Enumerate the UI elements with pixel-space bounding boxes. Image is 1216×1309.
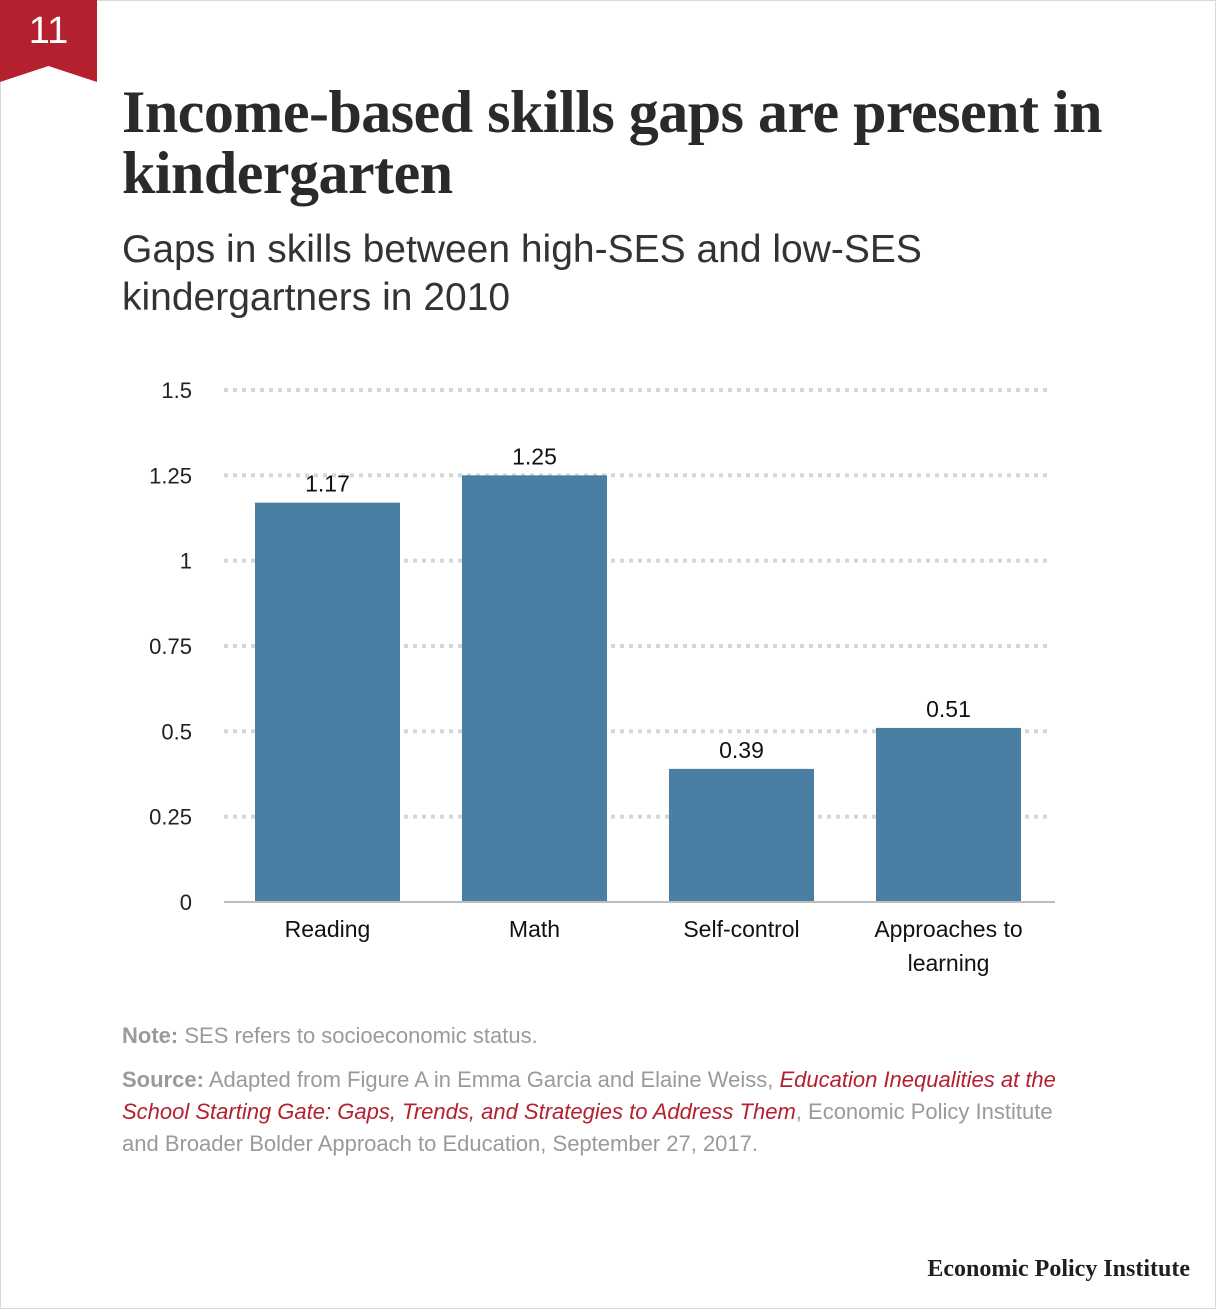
chart-subtitle: Gaps in skills between high-SES and low-… [122, 228, 922, 319]
y-tick-label: 0 [180, 890, 192, 915]
bar [255, 502, 400, 902]
figure-number-badge: 11 [0, 0, 97, 82]
y-tick-label: 1 [180, 549, 192, 574]
y-tick-label: 0.25 [149, 805, 192, 830]
source-text: Adapted from Figure A in Emma Garcia and… [208, 1067, 774, 1092]
data-label: 0.39 [719, 737, 764, 763]
chart-note: Note: SES refers to socioeconomic status… [122, 1020, 1082, 1052]
y-tick-label: 0.5 [161, 719, 192, 744]
source-publication-link[interactable]: Education Inequalities at the School Sta… [122, 1067, 1056, 1124]
figure-number: 11 [28, 10, 69, 52]
data-label: 0.51 [926, 696, 971, 722]
note-lead: Note: [122, 1023, 179, 1048]
x-category-label: Reading [285, 916, 371, 942]
y-tick-label: 1.5 [161, 378, 192, 403]
chart-source: Source: Adapted from Figure A in Emma Ga… [122, 1064, 1082, 1160]
x-category-label: Self-control [683, 916, 799, 942]
source-lead: Source: [122, 1067, 204, 1092]
x-category-label: Math [509, 916, 560, 942]
bar [669, 768, 814, 902]
bar [462, 475, 607, 902]
note-text: SES refers to socioeconomic status. [184, 1023, 538, 1048]
data-label: 1.17 [305, 471, 350, 497]
bar-chart: 0 0.25 0.5 0.75 1 1.25 1.5 1.17 Reading 1.25 Math 0… [149, 378, 1055, 976]
y-tick-label: 0.75 [149, 634, 192, 659]
chart-title: Income-based skills gaps are present in … [122, 79, 1103, 206]
bar [876, 727, 1021, 902]
x-category-label: Approaches to learning [874, 916, 1022, 976]
badge-shape [0, 0, 97, 82]
y-tick-label: 1.25 [149, 463, 192, 488]
data-label: 1.25 [512, 443, 557, 469]
source-text-end: , Economic Policy Institute and Broader … [122, 1099, 1053, 1156]
publisher-logo: Economic Policy Institute [927, 1256, 1190, 1282]
